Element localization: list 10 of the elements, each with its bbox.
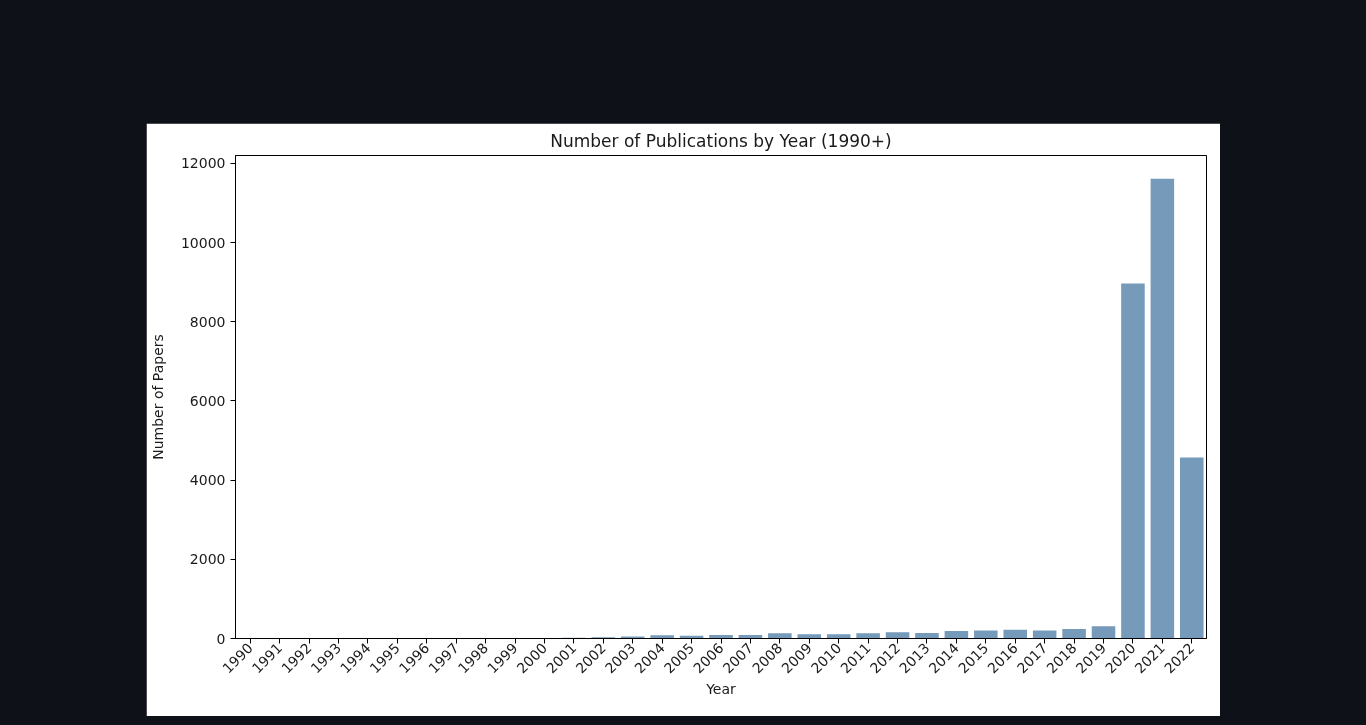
x-axis-title: Year bbox=[705, 680, 737, 697]
y-tick-label: 0 bbox=[216, 630, 226, 647]
y-tick-label: 2000 bbox=[189, 551, 226, 568]
y-tick-label: 10000 bbox=[180, 234, 226, 251]
y-axis-title: Number of Papers bbox=[149, 334, 166, 460]
chart-title: Number of Publications by Year (1990+) bbox=[550, 130, 892, 151]
y-tick-label: 12000 bbox=[180, 155, 226, 172]
y-tick-label: 8000 bbox=[189, 313, 226, 330]
y-tick-label: 4000 bbox=[189, 472, 226, 489]
y-tick-label: 6000 bbox=[189, 392, 226, 409]
